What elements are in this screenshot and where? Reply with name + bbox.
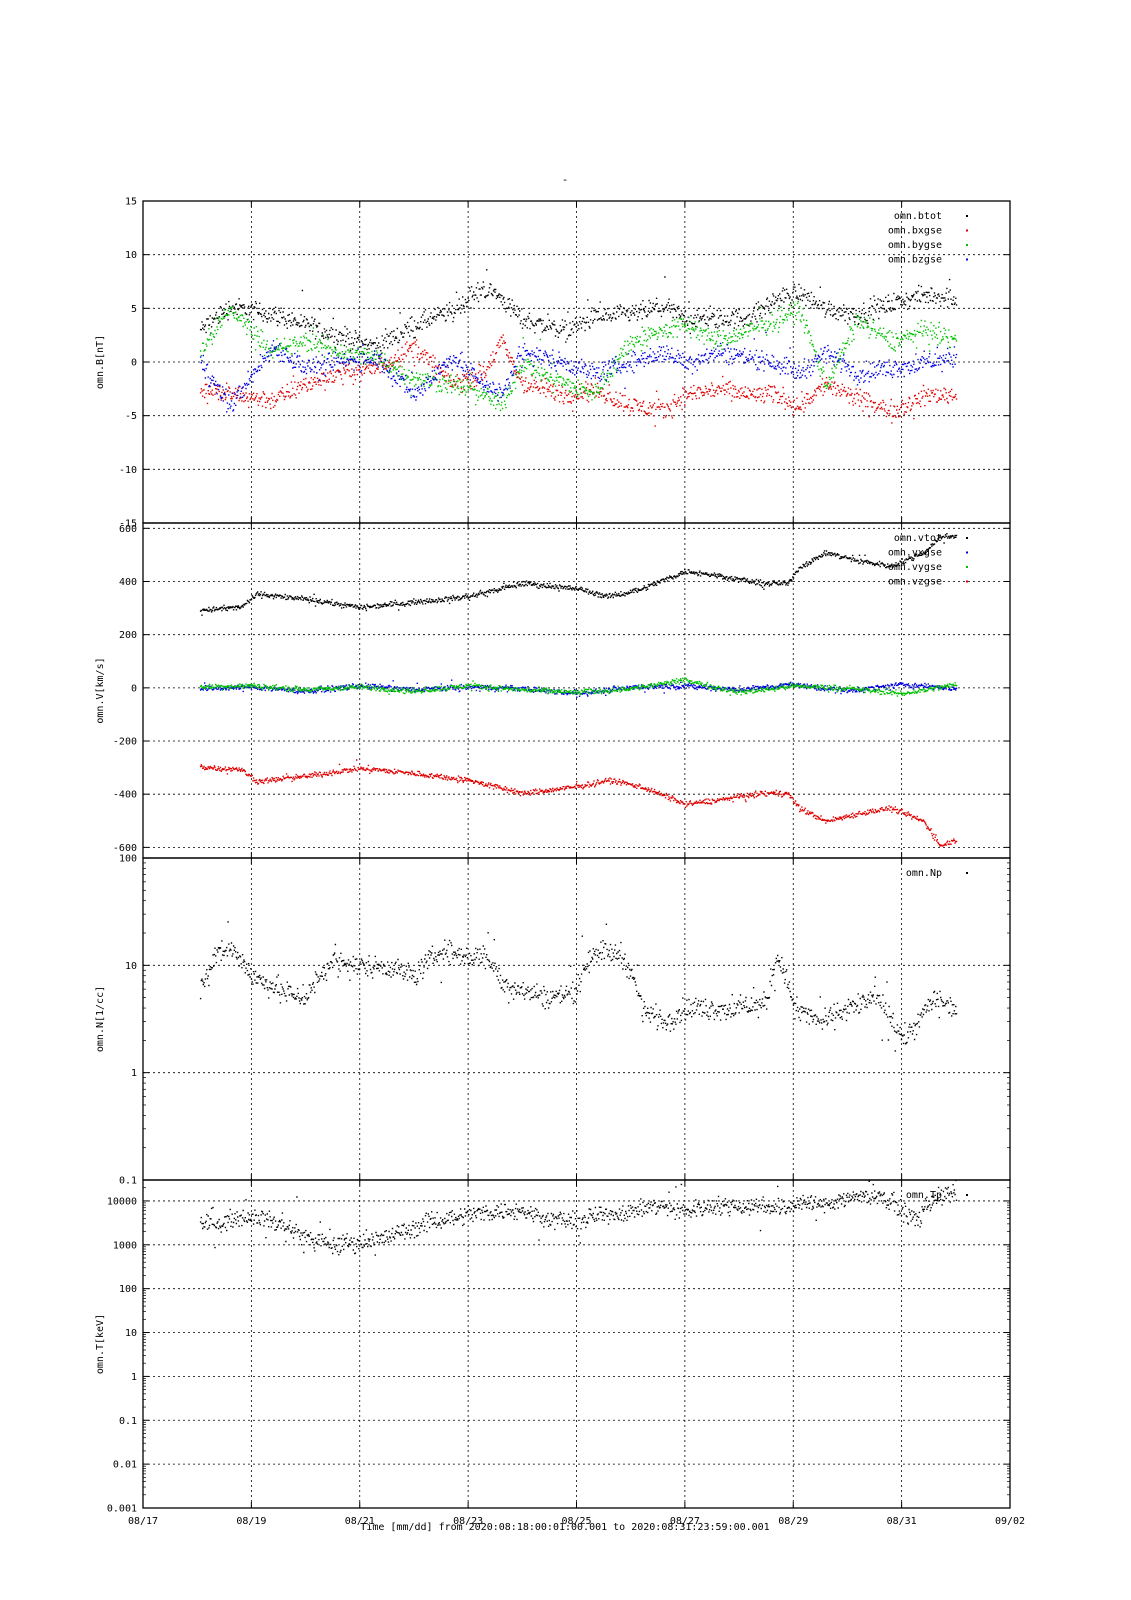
y-tick-label: -400 (113, 790, 137, 801)
y-tick-label: -200 (113, 737, 137, 748)
y-tick-label: 0.1 (119, 1176, 137, 1187)
legend-entry: omn.vtot (894, 533, 942, 544)
y-tick-label: 0 (131, 683, 137, 694)
legend-entry: omn.vzgse (888, 577, 942, 588)
y-tick-label: 10 (125, 1328, 137, 1339)
legend-swatch (966, 229, 968, 232)
series-omn-Tp (199, 1180, 958, 1256)
y-tick-label: 0 (131, 358, 137, 369)
legend-entry: omn.Np (906, 868, 942, 879)
y-tick-label: 100 (119, 854, 137, 865)
series-omn-vzgse (199, 759, 958, 847)
y-tick-label: 15 (125, 197, 137, 208)
x-tick-label: 08/21 (345, 1516, 375, 1527)
y-tick-label: 400 (119, 577, 137, 588)
y-tick-label: 10 (125, 250, 137, 261)
x-tick-label: 08/23 (453, 1516, 483, 1527)
y-tick-label: 100 (119, 1284, 137, 1295)
panel-3: 0.1 1 10 100 omn.N[1/cc] omn.Np (95, 854, 1011, 1187)
y-tick-label: -600 (113, 843, 137, 854)
y-axis-label: omn.B[nT] (95, 335, 106, 389)
legend-entry: omn.btot (894, 211, 942, 222)
y-tick-label: 600 (119, 524, 137, 535)
legend-swatch (966, 244, 968, 246)
x-tick-label: 08/17 (128, 1516, 158, 1527)
series-omn-vtot (199, 533, 958, 616)
series-points (199, 300, 958, 412)
legend-entry: omn.bzgse (888, 255, 942, 266)
series-omn-bygse (199, 300, 958, 412)
legend-entry: omn.vxgse (888, 548, 942, 559)
legend-swatch (966, 566, 968, 568)
series-points (199, 759, 958, 847)
data-layer (199, 533, 958, 847)
x-tick-label: 08/31 (887, 1516, 917, 1527)
y-axis-label: omn.V[km/s] (95, 657, 106, 723)
y-tick-label: 10 (125, 961, 137, 972)
legend-entry: omn.bygse (888, 240, 942, 251)
y-tick-label: 5 (131, 304, 137, 315)
x-tick-label: 08/29 (778, 1516, 808, 1527)
x-tick-label: 08/27 (670, 1516, 700, 1527)
y-axis-label: omn.T[keV] (95, 1314, 106, 1374)
legend-swatch (966, 551, 968, 554)
legend-entry: omn.Tp (906, 1190, 942, 1201)
y-tick-label: 200 (119, 630, 137, 641)
y-tick-label: -10 (119, 465, 137, 476)
legend-swatch (966, 1194, 968, 1196)
panels: -15-10-5051015omn.B[nT]omn.btotomn.bxgse… (95, 197, 1011, 1515)
panel-1: -15 -10 -5 0 5 10 15 omn.B[nT] omn.btot omn.bxgse… (95, 197, 1011, 530)
y-tick-label: 0.001 (107, 1504, 137, 1515)
y-axis-label: omn.N[1/cc] (95, 986, 106, 1052)
legend-entry: omn.bxgse (888, 226, 942, 237)
series-points (199, 677, 958, 697)
y-tick-label: 0.01 (113, 1460, 137, 1471)
x-axis-label: Time [mm/dd] from 2020:08:18:00:01:00.00… (360, 1522, 769, 1533)
legend-swatch (966, 215, 968, 217)
data-layer (199, 269, 958, 427)
y-tick-label: 1 (131, 1372, 137, 1383)
legend-swatch (966, 872, 968, 874)
y-tick-label: 0.1 (119, 1416, 137, 1427)
data-layer (199, 921, 958, 1052)
y-tick-label: 1 (131, 1068, 137, 1079)
panel-4: 0.001 0.01 0.1 1 10 100 1000 10000 omn.T[keV] omn… (95, 1179, 1011, 1515)
series-points (199, 921, 958, 1052)
x-tick-label: 08/19 (236, 1516, 266, 1527)
legend-swatch (966, 537, 968, 539)
series-omn-vygse (199, 677, 958, 697)
x-axis: 08/17 08/19 08/21 08/23 08/25 08/27 08/29 08/31… (128, 1516, 1025, 1527)
y-tick-label: -5 (125, 411, 137, 422)
y-tick-label: -15 (119, 519, 137, 530)
y-tick-label: 1000 (113, 1240, 137, 1251)
series-points (199, 1180, 958, 1256)
chart-title: - (562, 173, 569, 186)
data-layer (199, 1180, 958, 1256)
legend-swatch (966, 258, 968, 261)
panel-2: -600 -400 -200 0 200 400 600 omn.V[km/s] omn.vto… (95, 522, 1011, 859)
series-omn-Np (199, 921, 958, 1052)
legend-swatch (966, 580, 968, 583)
x-tick-label: 08/25 (561, 1516, 591, 1527)
y-tick-label: 10000 (107, 1196, 137, 1207)
x-tick-label: 09/02 (995, 1516, 1025, 1527)
legend-entry: omn.vygse (888, 562, 942, 573)
panel-frame (142, 1179, 1011, 1509)
series-points (199, 533, 958, 616)
